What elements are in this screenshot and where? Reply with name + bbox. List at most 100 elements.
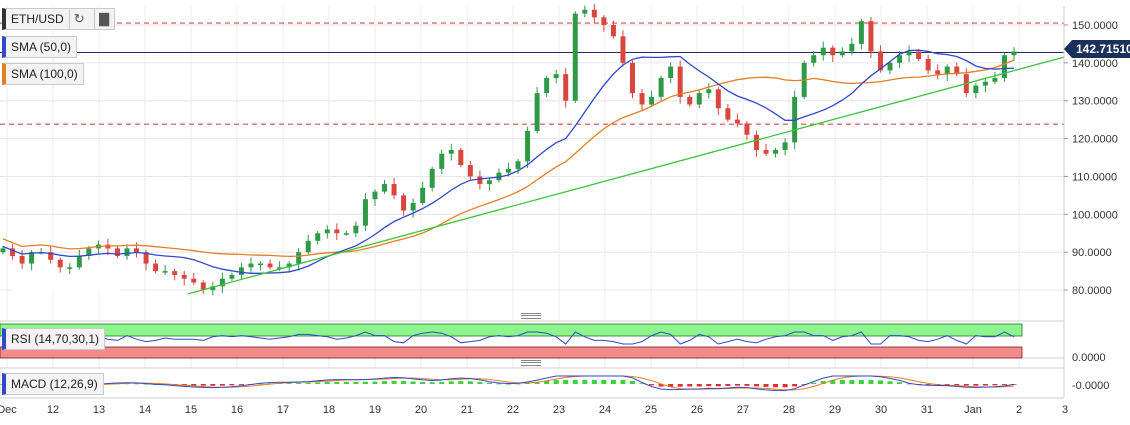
candle-body (534, 93, 540, 131)
candle-body (372, 191, 378, 200)
candle-body (315, 233, 321, 241)
macd-bar (391, 380, 397, 384)
candle-body (553, 74, 559, 78)
time-tick-label: 14 (139, 404, 151, 416)
candle-body (763, 149, 769, 154)
macd-line (3, 375, 1015, 392)
macd-bar (639, 383, 645, 385)
macd-bar (134, 383, 140, 385)
candle-body (982, 81, 988, 86)
macd-bar (830, 380, 836, 384)
time-tick-label: 31 (921, 404, 933, 416)
candle-body (649, 96, 655, 105)
legend-mask (12, 262, 120, 292)
candle-body (286, 263, 292, 268)
macd-bar (706, 384, 712, 387)
macd-bar (973, 384, 979, 386)
refresh-icon[interactable]: ↻ (68, 9, 89, 29)
time-tick-label: 29 (829, 404, 841, 416)
macd-bar (792, 384, 798, 387)
macd-bar (191, 384, 197, 386)
macd-bar (629, 380, 635, 384)
candle-body (277, 267, 283, 269)
candle-body (572, 13, 578, 101)
macd-bar (744, 384, 750, 386)
macd-bar (553, 380, 559, 384)
sma100-legend[interactable]: SMA (100,0) (2, 63, 84, 85)
candle-body (668, 66, 674, 78)
rsi-legend[interactable]: RSI (14,70,30,1) (2, 328, 106, 350)
sma100-label: SMA (100,0) (11, 67, 78, 81)
price-axis-bg (1064, 0, 1130, 425)
candle-body (811, 55, 817, 63)
price-tick-label: 80.0000 (1072, 285, 1112, 297)
macd-bar (439, 382, 445, 384)
macd-bar (677, 384, 683, 387)
bar-chart-icon[interactable]: ▇ (93, 9, 114, 29)
sma50-legend[interactable]: SMA (50,0) (2, 36, 78, 58)
candle-body (296, 252, 302, 264)
macd-bar (753, 384, 759, 387)
candle-body (515, 161, 521, 169)
candle-body (839, 51, 845, 56)
macd-bar (925, 384, 931, 385)
candle-body (448, 149, 454, 154)
pane-resize-handle-macd[interactable] (521, 360, 541, 366)
macd-bar (906, 383, 912, 385)
candle-body (506, 168, 511, 173)
time-tick-label: 24 (599, 404, 611, 416)
macd-bar (982, 384, 988, 386)
time-tick-label: Dec (0, 404, 17, 416)
candle-body (944, 66, 950, 75)
macd-bar (563, 380, 569, 384)
candle-body (706, 89, 712, 94)
time-tick-label: 25 (645, 404, 657, 416)
candle-body (544, 77, 550, 94)
macd-signal-line (3, 375, 1015, 391)
sma50-line (2, 49, 1015, 274)
time-tick-label: 13 (93, 404, 105, 416)
rsi-line (2, 331, 1015, 345)
macd-bar (238, 384, 244, 385)
candle-body (248, 263, 254, 268)
candle-body (134, 248, 140, 253)
pane-resize-handle-rsi[interactable] (521, 313, 541, 319)
candle-body (916, 51, 922, 60)
candle-body (830, 47, 836, 56)
time-tick-label: 28 (783, 404, 795, 416)
macd-bar (486, 382, 492, 384)
price-tick-label: 110.0000 (1072, 171, 1117, 183)
candle-body (238, 267, 244, 275)
candle-body (305, 240, 311, 253)
candle-body (610, 24, 616, 37)
candle-body (954, 66, 960, 75)
macd-bar (429, 382, 435, 384)
candle-body (153, 263, 159, 272)
candle-body (76, 255, 82, 268)
symbol-legend: ETH/USD ↻ ▇ (2, 8, 115, 30)
time-tick-label: 23 (553, 404, 565, 416)
candle-body (725, 108, 731, 120)
macd-bar (954, 384, 960, 386)
candle-body (410, 202, 416, 211)
candle-body (401, 195, 407, 211)
candle-body (353, 225, 359, 234)
time-tick-label: 30 (875, 404, 887, 416)
candle-body (897, 55, 903, 63)
macd-bar (849, 380, 855, 384)
sma50-label: SMA (50,0) (11, 40, 72, 54)
macd-bar (420, 381, 426, 384)
macd-legend[interactable]: MACD (12,26,9) (2, 373, 104, 395)
candle-body (219, 278, 225, 287)
time-tick-label: 12 (47, 404, 59, 416)
macd-bar (477, 381, 483, 384)
macd-bar (467, 381, 473, 384)
macd-bar (858, 380, 864, 384)
macd-bar (448, 381, 454, 384)
time-tick-label: 20 (415, 404, 427, 416)
candle-body (715, 89, 721, 109)
candle-body (343, 233, 349, 235)
macd-bar (658, 384, 664, 387)
macd-bar (782, 384, 788, 388)
